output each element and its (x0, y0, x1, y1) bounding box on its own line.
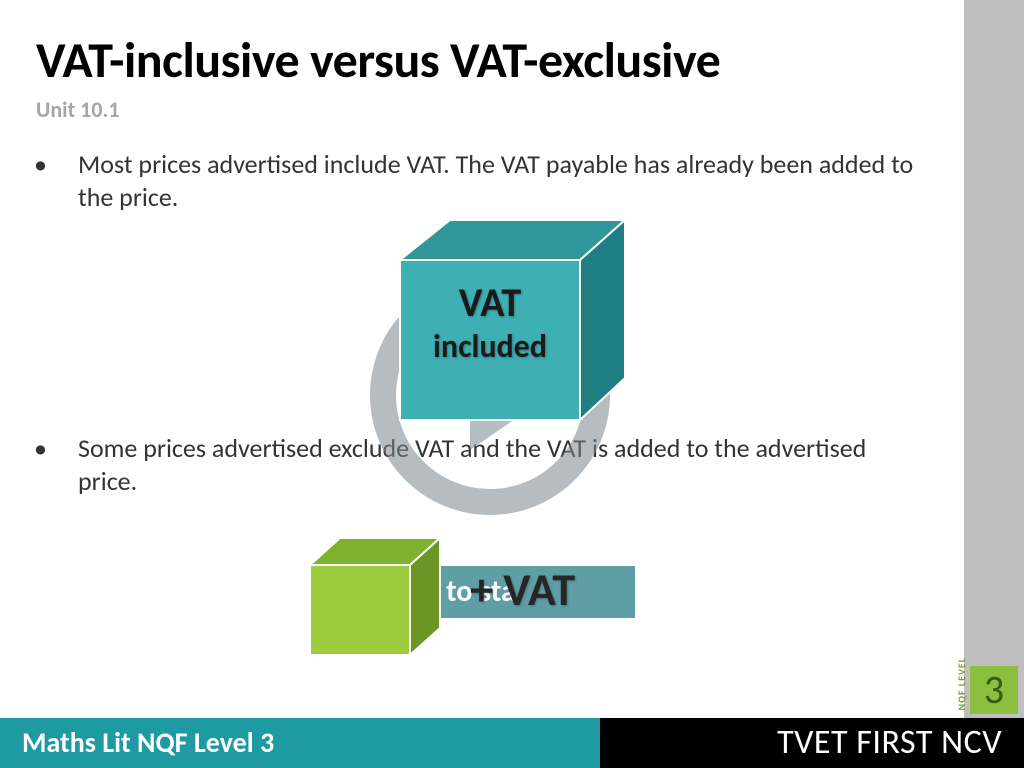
plus-vat-cube-icon (300, 530, 450, 660)
vat-included-line2: included (400, 327, 580, 366)
bullet-1-text: Most prices advertised include VAT. The … (50, 148, 920, 213)
unit-subtitle: Unit 10.1 (36, 96, 120, 123)
footer-right: TVET FIRST NCV (600, 718, 1024, 768)
slide-title: VAT-inclusive versus VAT-exclusive (36, 30, 720, 91)
vat-included-line1: VAT (400, 278, 580, 327)
plus-vat-label: + VAT (470, 562, 575, 618)
vat-included-label: VAT included (400, 278, 580, 366)
nqf-level-caption: NQF LEVEL (955, 657, 968, 710)
nqf-level-badge: 3 (970, 666, 1018, 714)
right-sidebar (964, 0, 1024, 768)
bullet-1: Most prices advertised include VAT. The … (50, 148, 920, 213)
slide: VAT-inclusive versus VAT-exclusive Unit … (0, 0, 1024, 768)
footer-left: Maths Lit NQF Level 3 (0, 718, 600, 768)
